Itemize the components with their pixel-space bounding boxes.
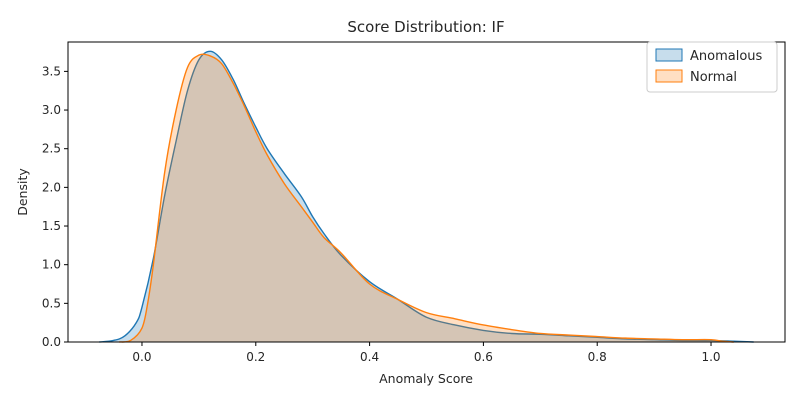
y-tick-label: 0.5 bbox=[42, 296, 61, 310]
y-tick-label: 3.0 bbox=[42, 103, 61, 117]
y-tick-label: 1.0 bbox=[42, 258, 61, 272]
x-tick-label: 0.6 bbox=[474, 350, 493, 364]
x-axis-ticks: 0.0 0.2 0.4 0.6 0.8 1.0 bbox=[132, 342, 721, 364]
x-tick-label: 0.2 bbox=[246, 350, 265, 364]
legend: Anomalous Normal bbox=[646, 41, 778, 93]
legend-swatch-normal bbox=[655, 69, 683, 83]
density-area-normal bbox=[119, 54, 734, 343]
legend-box bbox=[646, 41, 778, 93]
legend-label-anomalous: Anomalous bbox=[690, 49, 763, 64]
density-line-anomalous bbox=[99, 50, 754, 343]
x-tick-label: 0.0 bbox=[132, 350, 151, 364]
plot-area-frame bbox=[67, 41, 786, 343]
y-tick-label: 0.0 bbox=[42, 335, 61, 349]
legend-swatch-anomalous bbox=[655, 48, 683, 62]
legend-label-normal: Normal bbox=[690, 70, 737, 85]
y-tick-label: 3.5 bbox=[42, 64, 61, 78]
chart-title: Score Distribution: IF bbox=[347, 18, 504, 36]
y-tick-label: 1.5 bbox=[42, 219, 61, 233]
x-tick-label: 0.8 bbox=[588, 350, 607, 364]
x-axis-label: Anomaly Score bbox=[379, 371, 473, 386]
y-axis-ticks: 0.0 0.5 1.0 1.5 2.0 2.5 3.0 3.5 bbox=[42, 64, 68, 349]
x-tick-label: 0.4 bbox=[360, 350, 379, 364]
density-line-normal bbox=[119, 53, 734, 343]
y-tick-label: 2.5 bbox=[42, 142, 61, 156]
density-area-anomalous bbox=[99, 51, 754, 342]
y-axis-label: Density bbox=[15, 168, 30, 216]
y-tick-label: 2.0 bbox=[42, 180, 61, 194]
series-layer bbox=[99, 50, 754, 343]
x-tick-label: 1.0 bbox=[701, 350, 720, 364]
